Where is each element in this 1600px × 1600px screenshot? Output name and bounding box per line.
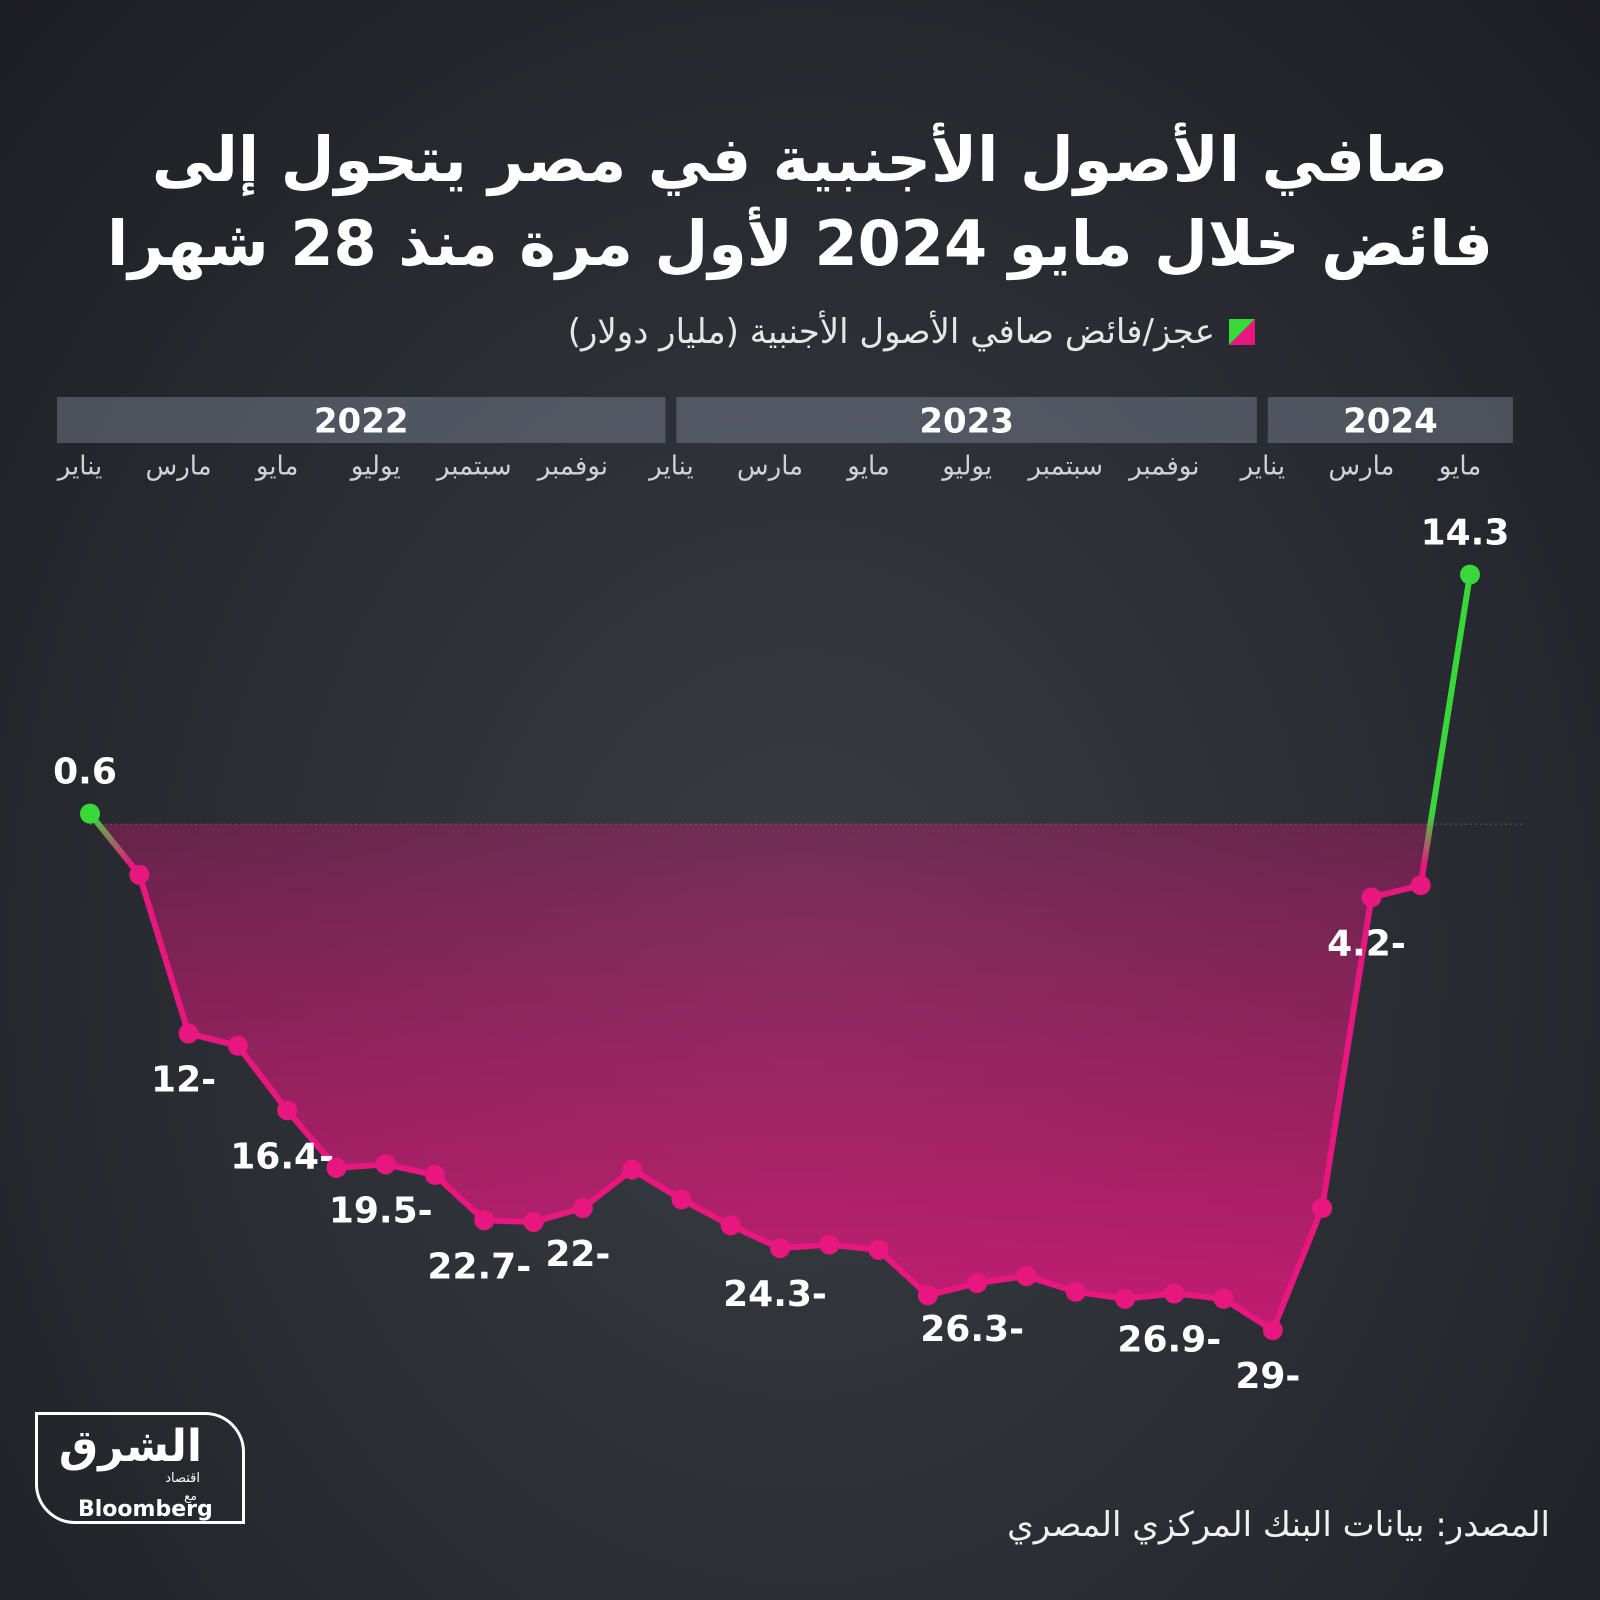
data-point	[819, 1234, 840, 1255]
x-tick-label: نوفمبر	[1127, 452, 1199, 482]
data-point	[80, 803, 100, 824]
data-point	[1410, 875, 1431, 896]
data-label: 22-	[545, 1234, 610, 1275]
data-label: 12-	[151, 1060, 216, 1101]
x-tick-label: يوليو	[940, 452, 992, 482]
x-tick-label: مايو	[1437, 452, 1482, 482]
data-label: 26.3-	[920, 1309, 1024, 1350]
data-point	[1115, 1288, 1135, 1309]
data-point	[1312, 1198, 1333, 1219]
data-point	[1213, 1288, 1234, 1309]
data-point	[1460, 564, 1480, 585]
x-tick-label: يوليو	[349, 452, 401, 482]
legend: عجز/فائض صافي الأصول الأجنبية (مليار دول…	[568, 312, 1255, 352]
area-fill	[90, 824, 1470, 1331]
data-label: 29-	[1235, 1356, 1300, 1397]
x-tick-label: مارس	[1328, 452, 1394, 482]
data-point	[917, 1285, 938, 1306]
x-tick-label: سبتمبر	[435, 452, 512, 482]
x-tick-label: يناير	[56, 452, 103, 482]
data-point	[671, 1189, 692, 1210]
data-point	[474, 1210, 495, 1231]
source: المصدر: بيانات البنك المركزي المصري	[1007, 1505, 1550, 1545]
legend-label: عجز/فائض صافي الأصول الأجنبية (مليار دول…	[567, 312, 1215, 352]
data-point	[277, 1100, 298, 1121]
data-point	[129, 864, 150, 885]
x-tick-label: مايو	[845, 452, 890, 482]
year-band	[676, 397, 1257, 443]
data-point	[1164, 1283, 1185, 1304]
logo-with: مع	[184, 1489, 197, 1503]
logo-partner: Bloomberg	[78, 1497, 213, 1522]
logo-brand: الشرق	[58, 1421, 202, 1472]
data-point	[967, 1273, 988, 1294]
data-point	[572, 1198, 593, 1219]
data-point	[1262, 1320, 1283, 1341]
data-point	[720, 1215, 741, 1236]
year-label: 2023	[919, 402, 1014, 442]
data-label: 0.6	[53, 752, 117, 793]
data-point	[523, 1212, 544, 1232]
logo-section: اقتصاد	[165, 1471, 200, 1486]
x-tick-label: مارس	[145, 452, 211, 482]
data-point	[1016, 1266, 1037, 1287]
data-point	[868, 1239, 889, 1260]
year-band	[57, 397, 666, 443]
data-label: 16.4-	[230, 1136, 334, 1177]
legend-swatch	[1229, 319, 1255, 345]
data-label: 14.3	[1421, 513, 1510, 554]
data-point	[178, 1023, 199, 1044]
data-point	[375, 1154, 396, 1175]
data-point	[326, 1157, 347, 1178]
x-tick-label: مارس	[737, 452, 803, 482]
x-tick-label: نوفمبر	[536, 452, 608, 482]
data-point	[1065, 1281, 1086, 1302]
data-point	[770, 1238, 790, 1259]
data-label: 24.3-	[723, 1274, 827, 1315]
x-tick-label: مايو	[254, 452, 299, 482]
data-label: 26.9-	[1117, 1320, 1221, 1361]
x-tick-label: يناير	[1239, 452, 1286, 482]
year-label: 2024	[1343, 402, 1438, 442]
data-label: 4.2-	[1327, 923, 1406, 964]
data-point	[1361, 887, 1382, 908]
x-tick-label: سبتمبر	[1026, 452, 1103, 482]
year-label: 2022	[314, 402, 409, 442]
legend-swatch-negative	[1229, 319, 1255, 345]
data-label: 22.7-	[427, 1246, 531, 1287]
logo: الشرق اقتصاد مع Bloomberg	[35, 1412, 245, 1524]
data-point	[425, 1164, 445, 1185]
data-point	[227, 1035, 248, 1056]
chart-title: صافي الأصول الأجنبية في مصر يتحول إلى فا…	[107, 123, 1493, 280]
data-point	[622, 1159, 643, 1180]
x-tick-label: يناير	[647, 452, 694, 482]
year-band	[1267, 397, 1513, 443]
data-label: 19.5-	[329, 1190, 433, 1231]
